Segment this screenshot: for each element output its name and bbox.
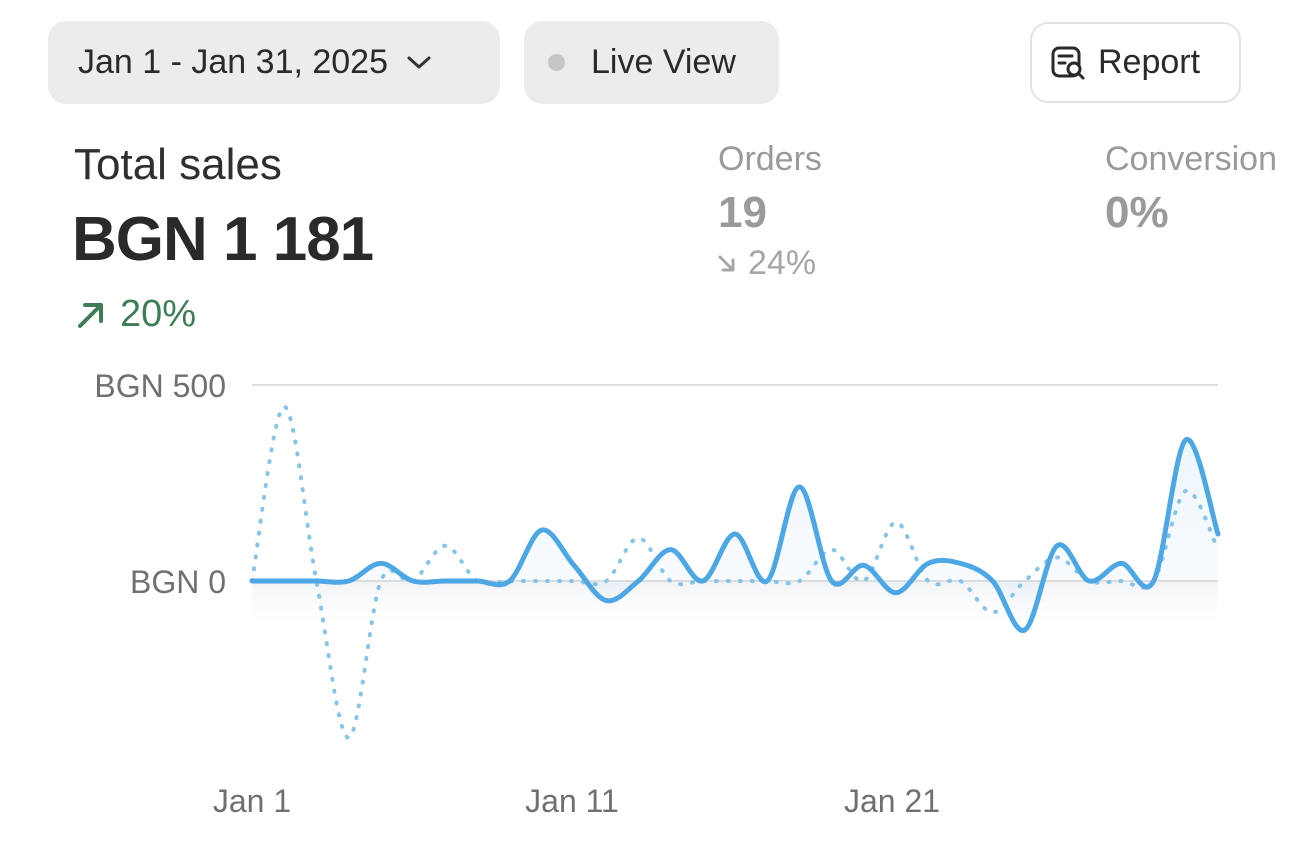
y-tick-label-top: BGN 500 <box>94 368 226 404</box>
previous-point-jan-27 <box>1086 578 1092 584</box>
live-status-dot-icon <box>548 54 565 71</box>
previous-point-jan-4 <box>346 735 352 741</box>
orders-label: Orders <box>718 140 822 178</box>
report-button[interactable]: Report <box>1030 22 1241 103</box>
current-point-jan-10 <box>539 527 545 533</box>
total-sales-change-value: 20% <box>120 293 197 335</box>
previous-point-jan-24 <box>990 609 996 615</box>
current-point-jan-24 <box>990 578 996 584</box>
current-point-jan-12 <box>603 598 609 604</box>
total-sales-value: BGN 1 181 <box>72 205 374 274</box>
previous-point-jan-12 <box>603 578 609 584</box>
previous-point-jan-7 <box>442 543 448 549</box>
previous-point-jan-8 <box>474 578 480 584</box>
live-view-button[interactable]: Live View <box>524 21 779 104</box>
current-point-jan-21 <box>893 590 899 596</box>
previous-point-jan-2 <box>281 404 287 410</box>
current-point-jan-18 <box>796 484 802 490</box>
arrow-down-right-icon <box>716 253 738 275</box>
current-point-jan-4 <box>346 578 352 584</box>
total-sales-change: 20% <box>74 293 196 336</box>
x-tick-label-jan-21: Jan 21 <box>844 783 940 819</box>
previous-point-jan-5 <box>378 578 384 584</box>
conversion-label: Conversion <box>1105 140 1277 178</box>
x-tick-label-jan-11: Jan 11 <box>525 783 619 819</box>
chart-baseline-shade <box>252 581 1218 629</box>
total-sales-label: Total sales <box>74 140 282 189</box>
current-point-jan-25 <box>1022 627 1028 633</box>
conversion-value: 0% <box>1105 188 1169 237</box>
y-tick-label-zero: BGN 0 <box>130 564 226 600</box>
previous-point-jan-30 <box>1183 488 1189 494</box>
previous-point-jan-31 <box>1215 547 1221 553</box>
previous-point-jan-23 <box>957 578 963 584</box>
previous-point-jan-25 <box>1022 578 1028 584</box>
current-point-jan-7 <box>442 578 448 584</box>
previous-point-jan-17 <box>764 578 770 584</box>
current-point-jan-20 <box>861 562 867 568</box>
previous-point-jan-13 <box>635 535 641 541</box>
chevron-down-icon <box>406 55 432 71</box>
current-point-jan-28 <box>1118 560 1124 566</box>
previous-point-jan-22 <box>925 578 931 584</box>
report-search-icon <box>1050 45 1086 81</box>
previous-point-jan-26 <box>1054 554 1060 560</box>
current-point-jan-31 <box>1215 531 1221 537</box>
live-view-label: Live View <box>591 43 736 81</box>
previous-point-jan-1 <box>249 578 255 584</box>
current-point-jan-26 <box>1054 543 1060 549</box>
current-point-jan-2 <box>281 578 287 584</box>
previous-point-jan-16 <box>732 578 738 584</box>
previous-point-jan-14 <box>668 578 674 584</box>
current-point-jan-11 <box>571 562 577 568</box>
x-tick-label-jan-1: Jan 1 <box>213 783 291 819</box>
current-point-jan-19 <box>829 578 835 584</box>
previous-point-jan-10 <box>539 578 545 584</box>
previous-point-jan-6 <box>410 578 416 584</box>
current-point-jan-13 <box>635 578 641 584</box>
previous-point-jan-15 <box>700 578 706 584</box>
current-point-jan-16 <box>732 531 738 537</box>
current-point-jan-23 <box>957 560 963 566</box>
date-range-picker[interactable]: Jan 1 - Jan 31, 2025 <box>48 21 500 104</box>
orders-change: 24% <box>716 244 816 283</box>
previous-point-jan-18 <box>796 578 802 584</box>
current-point-jan-14 <box>668 547 674 553</box>
previous-point-jan-11 <box>571 578 577 584</box>
previous-point-jan-29 <box>1151 578 1157 584</box>
previous-point-jan-3 <box>313 578 319 584</box>
previous-point-jan-9 <box>507 578 513 584</box>
previous-point-jan-20 <box>861 578 867 584</box>
previous-point-jan-28 <box>1118 578 1124 584</box>
current-point-jan-30 <box>1183 437 1189 443</box>
report-label: Report <box>1098 43 1201 81</box>
current-point-jan-22 <box>925 560 931 566</box>
date-range-label: Jan 1 - Jan 31, 2025 <box>78 43 389 81</box>
orders-change-value: 24% <box>748 244 817 282</box>
current-period-line <box>249 437 1221 633</box>
current-point-jan-5 <box>378 560 384 566</box>
orders-value: 19 <box>718 188 767 237</box>
previous-point-jan-21 <box>893 519 899 525</box>
previous-point-jan-19 <box>829 547 835 553</box>
arrow-up-right-icon <box>74 298 108 332</box>
